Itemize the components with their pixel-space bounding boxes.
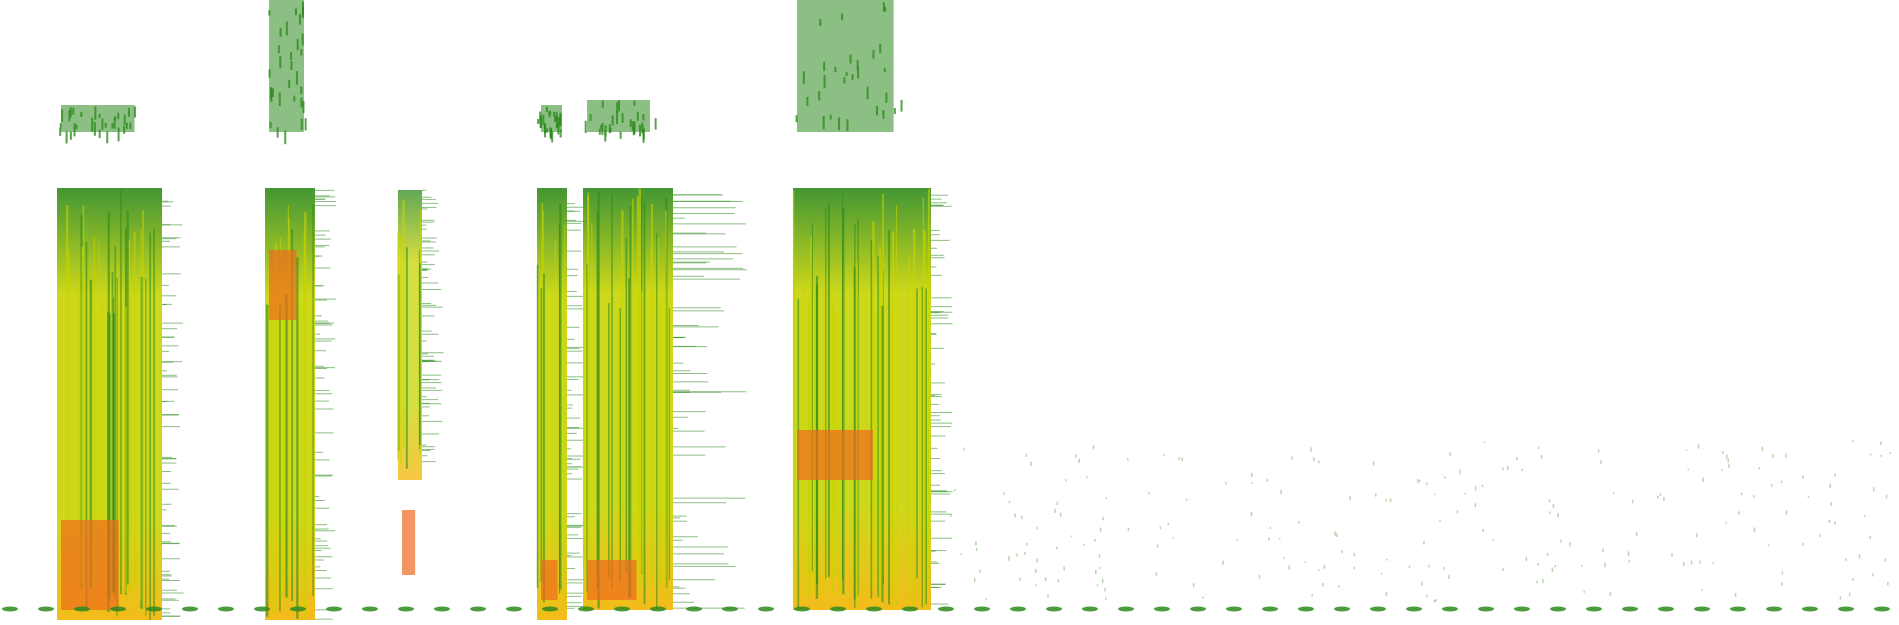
energy-segment-5 [582,100,747,610]
energy-segment-6 [792,0,953,610]
energy-body-segment-6 [793,188,931,610]
low-frequency-trace [2,606,1890,612]
energy-body-segment-3 [398,190,422,480]
energy-segment-2 [265,0,337,620]
energy-segment-3 [397,189,444,575]
energy-segment-4 [536,105,589,620]
background-noise [950,440,1892,603]
energy-body-segment-5 [583,188,673,610]
energy-segment-1 [57,105,184,620]
